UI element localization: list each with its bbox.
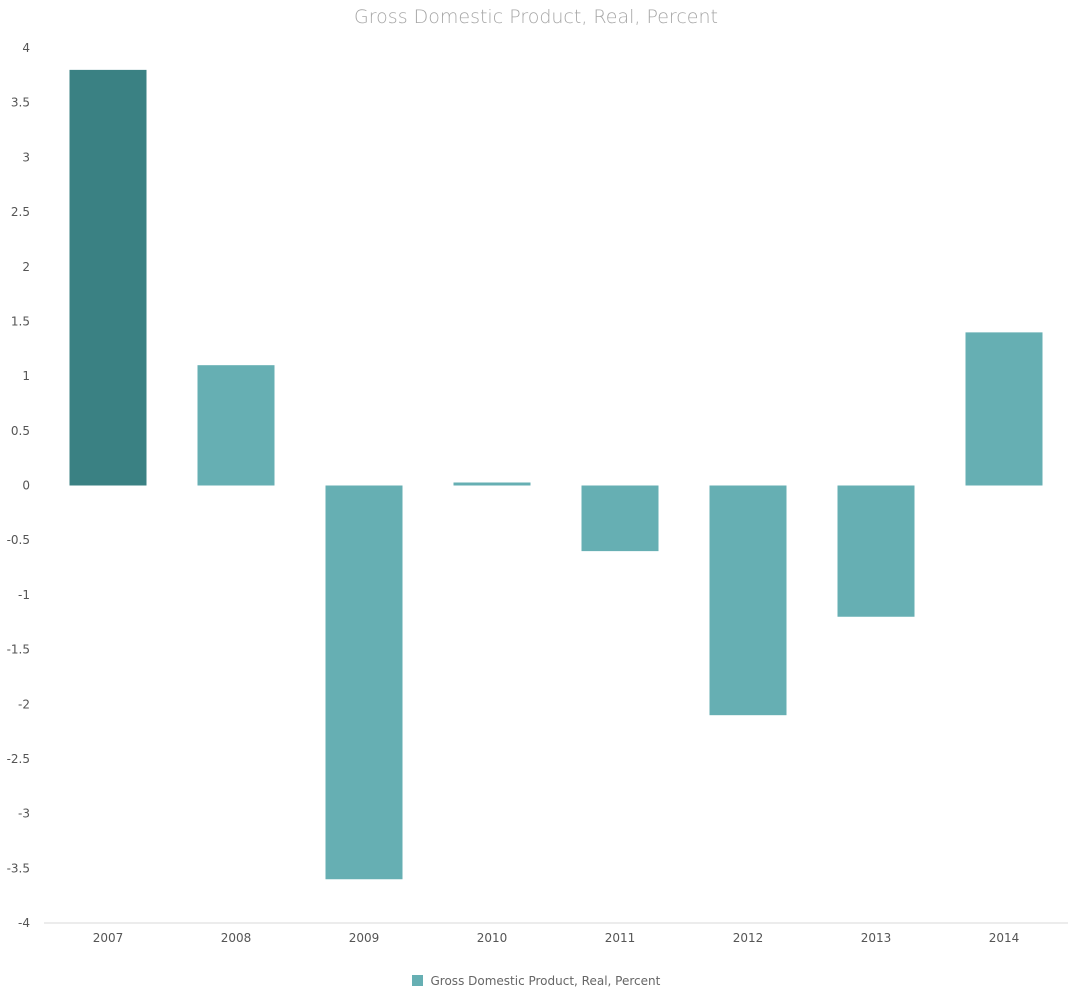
bar-2007[interactable] <box>69 69 147 486</box>
y-tick-label: 0.5 <box>11 424 30 438</box>
y-tick-label: 2.5 <box>11 205 30 219</box>
x-tick-label: 2011 <box>605 931 636 945</box>
y-tick-label: -2.5 <box>7 752 30 766</box>
x-tick-label: 2008 <box>221 931 252 945</box>
y-tick-label: -4 <box>18 916 30 930</box>
legend[interactable]: Gross Domestic Product, Real, Percent <box>0 974 1072 988</box>
y-tick-label: 3 <box>22 150 30 164</box>
bar-2011[interactable] <box>581 485 659 552</box>
y-tick-label: -1.5 <box>7 643 30 657</box>
y-tick-label: 1.5 <box>11 314 30 328</box>
bars <box>69 69 1043 880</box>
y-tick-label: 0 <box>22 479 30 493</box>
y-tick-label: -2 <box>18 697 30 711</box>
bar-2014[interactable] <box>965 332 1043 486</box>
y-tick-label: 3.5 <box>11 96 30 110</box>
y-tick-label: -3.5 <box>7 861 30 875</box>
bar-2012[interactable] <box>709 485 787 716</box>
legend-swatch <box>411 975 423 986</box>
x-tick-label: 2007 <box>93 931 124 945</box>
bar-2009[interactable] <box>325 485 403 880</box>
bar-2008[interactable] <box>197 365 275 486</box>
x-axis: 2007 2008 2009 2010 2011 2012 2013 2014 <box>44 922 1068 945</box>
legend-label: Gross Domestic Product, Real, Percent <box>430 974 661 988</box>
x-tick-label: 2013 <box>861 931 892 945</box>
bar-2013[interactable] <box>837 485 915 617</box>
y-tick-label: 1 <box>22 369 30 383</box>
x-tick-label: 2010 <box>477 931 508 945</box>
chart-title: Gross Domestic Product, Real, Percent <box>354 6 718 28</box>
x-tick-label: 2009 <box>349 931 380 945</box>
y-tick-label: -3 <box>18 807 30 821</box>
y-tick-label: -0.5 <box>7 533 30 547</box>
x-tick-label: 2012 <box>733 931 764 945</box>
x-tick-label: 2014 <box>989 931 1020 945</box>
y-axis: 4 3.5 3 2.5 2 1.5 1 0.5 0 -0.5 -1 -1.5 -2 -2.5 -3 -3.5 -… <box>7 41 30 930</box>
y-tick-label: 4 <box>22 41 30 55</box>
y-tick-label: 2 <box>22 260 30 274</box>
y-tick-label: -1 <box>18 588 30 602</box>
bar-2010[interactable] <box>453 482 531 486</box>
